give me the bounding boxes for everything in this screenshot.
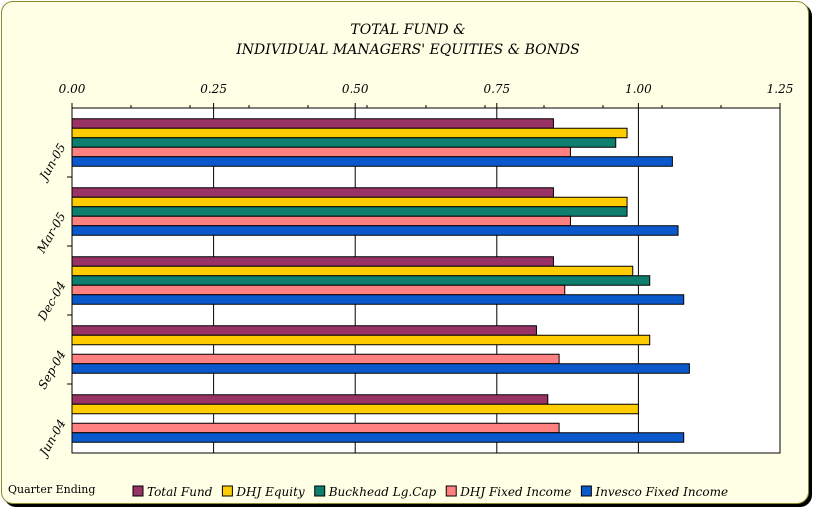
- category-label: Sep-04: [35, 348, 68, 392]
- bar: [71, 294, 685, 305]
- bar: [71, 363, 690, 374]
- bar: [71, 118, 554, 129]
- legend-swatch: [445, 485, 457, 497]
- legend-label: DHJ Equity: [235, 485, 305, 499]
- category-label: Jun-05: [35, 141, 68, 185]
- bar: [71, 394, 549, 405]
- x-tick-label: 1.00: [625, 82, 652, 96]
- chart-title-line-1: TOTAL FUND &: [350, 22, 465, 38]
- bar: [71, 127, 628, 139]
- x-tick-label: 0.75: [483, 82, 510, 96]
- category-label: Jun-04: [35, 417, 68, 461]
- bar: [71, 422, 560, 434]
- bar: [71, 325, 537, 336]
- legend: Total Fund DHJ Equity Buckhead Lg.Cap DHJ F…: [132, 485, 728, 499]
- bar: [71, 403, 639, 415]
- bar: [71, 196, 628, 208]
- legend-label: DHJ Fixed Income: [459, 485, 571, 499]
- bar: [71, 334, 651, 346]
- bar: [71, 225, 679, 236]
- bar: [71, 353, 560, 365]
- bar: [71, 432, 685, 443]
- x-tick-label: 1.25: [767, 82, 794, 96]
- bar: [71, 146, 571, 158]
- bar: [71, 265, 634, 277]
- bar: [71, 156, 673, 167]
- axis-title: Quarter Ending: [8, 483, 95, 496]
- legend-swatch: [580, 485, 592, 497]
- bar: [71, 187, 554, 198]
- bar: [71, 206, 628, 217]
- bar: [71, 215, 571, 227]
- legend-label: Invesco Fixed Income: [594, 485, 728, 499]
- bar: [71, 137, 617, 148]
- y-axis-ticks: Jun-05 Mar-05 Dec-04 Sep-04 Jun-04: [34, 141, 72, 461]
- x-tick-label: 0.00: [59, 82, 86, 96]
- legend-swatch: [132, 485, 144, 497]
- bar: [71, 256, 554, 267]
- legend-label: Total Fund: [147, 485, 213, 499]
- x-tick-label: 0.50: [342, 82, 369, 96]
- x-axis-ticks: 0.00 0.25 0.50 0.75 1.00 1.25: [59, 82, 794, 108]
- category-label: Dec-04: [35, 279, 69, 324]
- bar: [71, 284, 566, 296]
- legend-swatch: [314, 485, 326, 497]
- category-label: Mar-05: [34, 210, 69, 256]
- x-tick-label: 0.25: [200, 82, 227, 96]
- bar: [71, 275, 651, 286]
- bars: [71, 118, 690, 443]
- chart-title-line-2: INDIVIDUAL MANAGERS' EQUITIES & BONDS: [235, 42, 579, 58]
- legend-swatch: [221, 485, 233, 497]
- legend-label: Buckhead Lg.Cap: [328, 485, 437, 499]
